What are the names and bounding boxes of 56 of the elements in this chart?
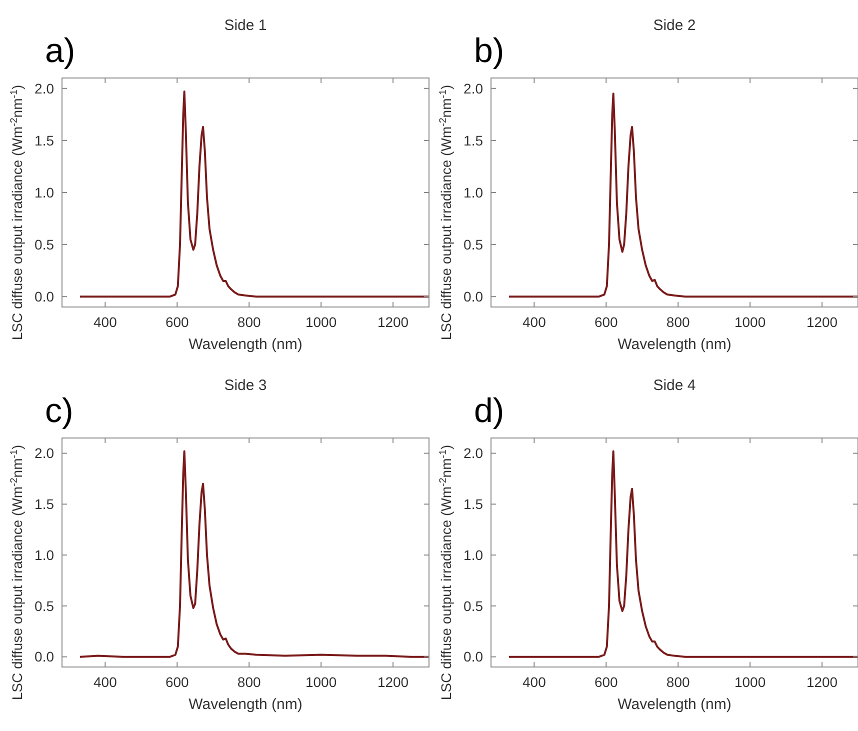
line-series bbox=[508, 92, 858, 298]
chart-title: Side 1 bbox=[224, 17, 267, 34]
x-axis-title: Wavelength (nm) bbox=[188, 336, 302, 353]
x-tick-label: 800 bbox=[237, 674, 261, 690]
y-tick-label: 0.0 bbox=[34, 288, 54, 304]
x-tick-label: 400 bbox=[522, 674, 546, 690]
chart-title: Side 3 bbox=[224, 377, 267, 394]
y-tick-label: 0.5 bbox=[34, 236, 54, 252]
text: a) bbox=[45, 32, 76, 70]
x-tick-label: 400 bbox=[93, 314, 118, 330]
text: d) bbox=[474, 392, 504, 430]
y-tick-label: 1.0 bbox=[34, 184, 54, 200]
text: c) bbox=[45, 392, 74, 430]
line-series bbox=[508, 450, 858, 658]
y-tick-label: 1.0 bbox=[464, 546, 484, 563]
text: b) bbox=[474, 32, 504, 70]
y-tick-label: 2.0 bbox=[464, 445, 484, 462]
x-tick-label: 600 bbox=[594, 314, 618, 330]
y-tick-label: 2.0 bbox=[34, 445, 54, 462]
x-tick-label: 800 bbox=[666, 314, 690, 330]
y-tick-label: 0.5 bbox=[464, 598, 484, 614]
x-tick-label: 600 bbox=[165, 314, 190, 330]
x-axis-title: Wavelength (nm) bbox=[618, 336, 732, 353]
x-tick-label: 400 bbox=[522, 314, 546, 330]
x-tick-label: 1200 bbox=[806, 314, 838, 330]
x-tick-label: 600 bbox=[594, 674, 618, 690]
line-series bbox=[78, 450, 430, 658]
y-tick-label: 0.0 bbox=[464, 648, 484, 665]
y-tick-label: 0.0 bbox=[34, 648, 54, 665]
x-tick-label: 1200 bbox=[377, 314, 409, 330]
y-tick-label: 1.5 bbox=[464, 132, 484, 148]
x-axis-title: Wavelength (nm) bbox=[188, 696, 302, 713]
x-tick-label: 1000 bbox=[305, 674, 337, 690]
x-tick-label: 1000 bbox=[734, 314, 766, 330]
x-tick-label: 1000 bbox=[734, 674, 766, 690]
chart-title: Side 2 bbox=[653, 17, 696, 34]
y-tick-label: 1.5 bbox=[34, 496, 54, 512]
y-tick-label: 0.5 bbox=[34, 598, 54, 614]
x-axis-title: Wavelength (nm) bbox=[618, 696, 732, 713]
x-tick-label: 600 bbox=[165, 674, 190, 690]
y-tick-label: 1.5 bbox=[34, 132, 54, 148]
x-tick-label: 400 bbox=[93, 674, 118, 690]
x-tick-label: 1200 bbox=[806, 674, 838, 690]
x-tick-label: 800 bbox=[237, 314, 261, 330]
chart-title: Side 4 bbox=[653, 377, 696, 394]
y-tick-label: 0.5 bbox=[464, 236, 484, 252]
x-tick-label: 800 bbox=[666, 674, 690, 690]
x-tick-label: 1000 bbox=[305, 314, 337, 330]
y-tick-label: 0.0 bbox=[464, 288, 484, 304]
y-tick-label: 1.5 bbox=[464, 496, 484, 512]
y-tick-label: 2.0 bbox=[34, 80, 54, 96]
y-tick-label: 1.0 bbox=[464, 184, 484, 200]
y-tick-label: 1.0 bbox=[34, 546, 54, 563]
y-tick-label: 2.0 bbox=[464, 80, 484, 96]
x-tick-label: 1200 bbox=[377, 674, 409, 690]
line-series bbox=[78, 90, 430, 298]
